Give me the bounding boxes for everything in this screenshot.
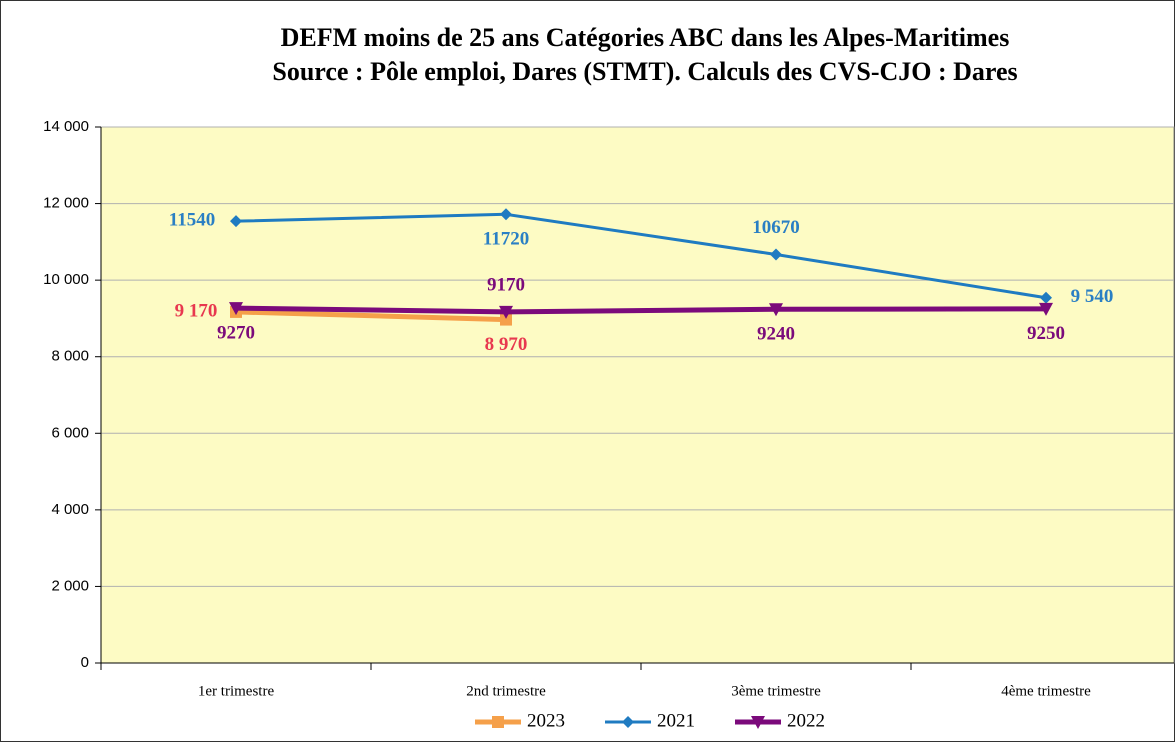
legend-label: 2023 <box>527 710 565 731</box>
y-tick-label: 6 000 <box>51 424 89 441</box>
y-tick-label: 14 000 <box>43 118 89 135</box>
x-tick-label: 4ème trimestre <box>1001 683 1091 699</box>
point <box>1040 291 1052 304</box>
value-label: 8 970 <box>485 334 528 355</box>
value-label: 11720 <box>483 229 529 250</box>
y-tick-label: 10 000 <box>43 271 89 288</box>
point <box>499 305 513 319</box>
value-label: 9170 <box>487 274 525 295</box>
point <box>230 215 242 228</box>
chart-title: DEFM moins de 25 ans Catégories ABC dans… <box>281 23 1010 52</box>
point <box>229 302 243 316</box>
legend-marker <box>751 716 765 729</box>
value-label: 9240 <box>757 324 795 345</box>
point <box>770 248 782 261</box>
value-label: 9 170 <box>175 300 218 321</box>
legend-label: 2022 <box>787 710 825 731</box>
plot-area <box>100 126 1175 664</box>
y-tick-label: 12 000 <box>43 195 89 212</box>
point <box>1039 302 1053 316</box>
series-line <box>235 309 507 323</box>
y-tick-label: 2 000 <box>51 577 89 594</box>
value-label: 10670 <box>752 217 800 238</box>
legend-label: 2021 <box>657 710 695 731</box>
legend-marker <box>622 716 634 728</box>
legend-marker <box>492 716 504 728</box>
y-tick-label: 0 <box>81 654 89 671</box>
value-label: 9250 <box>1027 323 1065 344</box>
x-tick-label: 2nd trimestre <box>466 683 546 699</box>
series-line <box>235 212 1047 300</box>
x-tick-label: 1er trimestre <box>198 683 275 699</box>
value-label: 9270 <box>217 322 255 343</box>
value-label: 11540 <box>169 210 215 231</box>
y-tick-label: 8 000 <box>51 348 89 365</box>
value-label: 9 540 <box>1071 286 1114 307</box>
point <box>500 313 512 326</box>
chart-subtitle: Source : Pôle emploi, Dares (STMT). Calc… <box>272 57 1017 86</box>
y-tick-label: 4 000 <box>51 501 89 518</box>
point <box>500 208 512 221</box>
x-tick-label: 3ème trimestre <box>731 683 821 699</box>
series-line <box>235 305 1047 315</box>
point <box>769 303 783 317</box>
